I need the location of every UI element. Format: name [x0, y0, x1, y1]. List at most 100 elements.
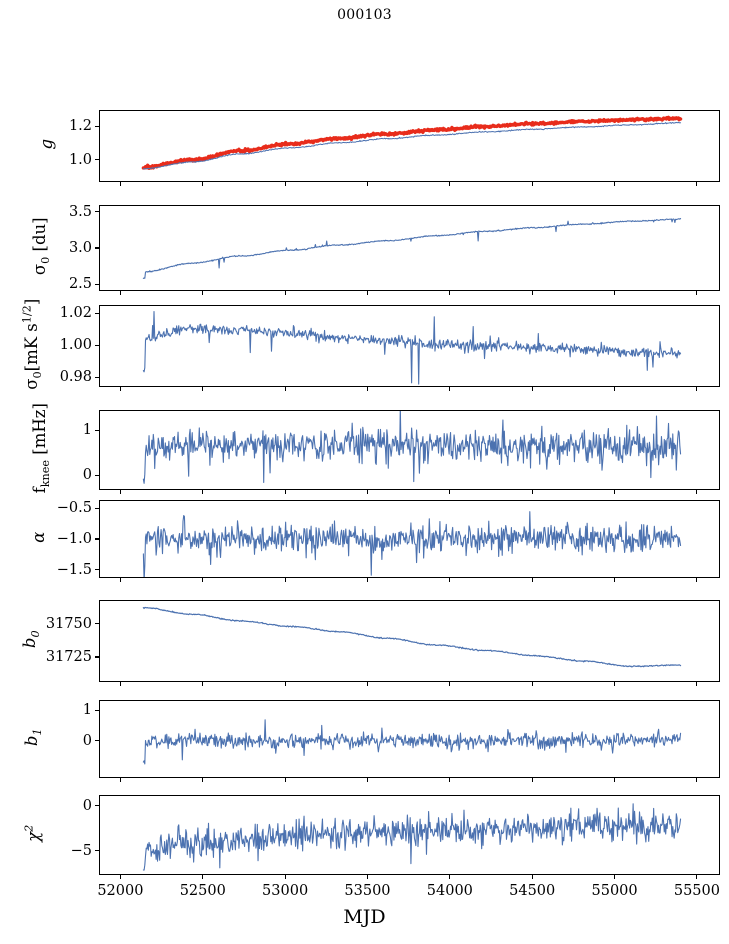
x-tick-label-4: 54000 — [426, 883, 473, 899]
x-tick-chi2-4 — [449, 875, 451, 879]
x-tick-f_knee-6 — [614, 490, 616, 494]
x-tick-g-1 — [202, 182, 204, 186]
x-tick-sigma0_mk-6 — [614, 387, 616, 391]
y-tick-f_knee-1 — [95, 429, 99, 431]
x-tick-sigma0_du-6 — [614, 291, 616, 295]
x-tick-b0-2 — [284, 682, 286, 686]
plot-panel-f_knee — [99, 410, 720, 490]
series-b1 — [143, 720, 680, 764]
x-tick-label-3: 53500 — [344, 883, 391, 899]
x-tick-f_knee-7 — [696, 490, 698, 494]
x-tick-chi2-0 — [119, 875, 121, 879]
y-tick-label-chi2-1: −5 — [70, 842, 92, 859]
y-tick-b1-1 — [95, 709, 99, 711]
x-tick-label-2: 53000 — [262, 883, 309, 899]
x-tick-alpha-2 — [284, 578, 286, 582]
x-tick-label-7: 55500 — [673, 883, 720, 899]
y-tick-label-sigma0_du-0: 2.5 — [68, 276, 92, 293]
x-tick-f_knee-2 — [284, 490, 286, 494]
y-tick-label-chi2-0: 0 — [82, 797, 92, 814]
x-tick-sigma0_mk-4 — [449, 387, 451, 391]
x-tick-g-4 — [449, 182, 451, 186]
x-tick-b0-3 — [366, 682, 369, 686]
x-tick-sigma0_mk-0 — [119, 387, 121, 391]
x-tick-chi2-1 — [202, 875, 204, 879]
y-tick-label-g-1: 1.2 — [68, 118, 92, 135]
x-tick-g-7 — [696, 182, 698, 186]
x-tick-g-6 — [614, 182, 616, 186]
x-tick-f_knee-1 — [202, 490, 204, 494]
y-tick-sigma0_mk-0 — [95, 376, 99, 378]
y-axis-label-chi2: χ2 — [22, 824, 43, 842]
x-tick-alpha-1 — [202, 578, 204, 582]
y-tick-label-sigma0_du-2: 3.5 — [68, 203, 92, 220]
series-f-knee — [143, 411, 680, 483]
y-tick-sigma0_mk-1 — [95, 344, 99, 346]
x-tick-sigma0_mk-3 — [366, 387, 369, 391]
x-tick-alpha-3 — [366, 578, 369, 582]
x-tick-sigma0_du-4 — [449, 291, 451, 295]
y-tick-label-b1-0: 0 — [82, 732, 92, 749]
x-tick-b0-1 — [202, 682, 204, 686]
y-tick-sigma0_du-1 — [95, 247, 99, 249]
plot-panel-sigma0_mk — [99, 305, 720, 387]
x-tick-alpha-7 — [696, 578, 698, 582]
x-tick-sigma0_mk-1 — [202, 387, 204, 391]
y-tick-label-b0-0: 31725 — [45, 648, 92, 665]
y-tick-g-0 — [95, 159, 99, 161]
plot-panel-sigma0_du — [99, 205, 720, 291]
y-tick-sigma0_mk-2 — [95, 312, 99, 314]
y-tick-label-sigma0_mk-2: 1.02 — [59, 305, 92, 322]
y-tick-g-1 — [95, 125, 99, 127]
x-tick-sigma0_mk-2 — [284, 387, 286, 391]
x-tick-b0-0 — [119, 682, 121, 686]
y-axis-label-b0: b0 — [19, 630, 43, 649]
series-g-data-blue — [143, 122, 680, 169]
y-tick-alpha-0 — [95, 507, 99, 509]
plot-panel-g — [99, 110, 720, 182]
x-tick-b1-1 — [202, 778, 204, 782]
x-tick-b1-4 — [449, 778, 451, 782]
x-tick-sigma0_du-3 — [366, 291, 369, 295]
plot-panel-alpha — [99, 500, 720, 578]
y-axis-label-g: g — [36, 138, 56, 150]
y-tick-sigma0_du-0 — [95, 283, 99, 285]
y-tick-b0-0 — [95, 656, 99, 658]
y-tick-label-b1-1: 1 — [82, 702, 92, 719]
x-tick-chi2-7 — [696, 875, 698, 879]
x-tick-f_knee-4 — [449, 490, 451, 494]
x-tick-f_knee-5 — [531, 490, 533, 494]
y-axis-label-alpha: α — [28, 531, 48, 543]
x-tick-sigma0_du-2 — [284, 291, 286, 295]
y-axis-label-b1: b1 — [21, 728, 45, 747]
x-tick-g-2 — [284, 182, 286, 186]
x-tick-sigma0_du-5 — [531, 291, 533, 295]
x-tick-g-0 — [119, 182, 121, 186]
x-tick-g-5 — [531, 182, 533, 186]
x-tick-b1-3 — [366, 778, 369, 782]
x-tick-alpha-0 — [119, 578, 121, 582]
x-tick-sigma0_du-7 — [696, 291, 698, 295]
y-tick-label-f_knee-0: 0 — [82, 467, 92, 484]
x-tick-b0-6 — [614, 682, 616, 686]
x-tick-b0-4 — [449, 682, 451, 686]
y-tick-label-sigma0_mk-1: 1.00 — [59, 337, 92, 354]
x-tick-b1-5 — [531, 778, 533, 782]
y-axis-label-f_knee: fknee [mHz] — [29, 403, 53, 494]
x-tick-f_knee-0 — [119, 490, 121, 494]
series-sigma0-mk — [143, 312, 680, 385]
x-tick-b1-7 — [696, 778, 698, 782]
x-tick-g-3 — [366, 182, 369, 186]
x-tick-alpha-5 — [531, 578, 533, 582]
x-tick-chi2-6 — [614, 875, 616, 879]
y-tick-label-b0-1: 31750 — [45, 615, 92, 632]
x-tick-b1-2 — [284, 778, 286, 782]
y-tick-label-sigma0_du-1: 3.0 — [68, 240, 92, 256]
y-tick-label-f_knee-1: 1 — [82, 422, 92, 439]
x-tick-b1-6 — [614, 778, 616, 782]
x-tick-label-5: 54500 — [509, 883, 556, 899]
x-tick-chi2-2 — [284, 875, 286, 879]
series-sigma0-du — [143, 219, 680, 279]
x-axis-label: MJD — [343, 906, 386, 928]
